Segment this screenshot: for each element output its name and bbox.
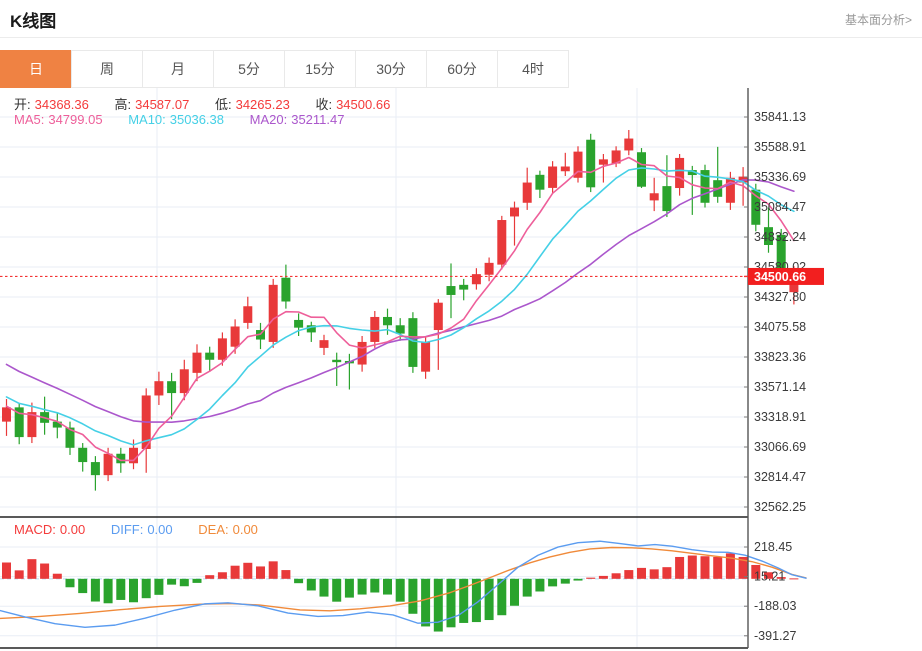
macd-value: 0.00 xyxy=(59,522,86,537)
tab-interval-1[interactable]: 周 xyxy=(71,50,143,88)
tab-interval-5[interactable]: 30分 xyxy=(355,50,427,88)
tab-interval-6[interactable]: 60分 xyxy=(426,50,498,88)
svg-text:32562.25: 32562.25 xyxy=(754,500,806,514)
ma10-value: 35036.38 xyxy=(169,112,225,127)
interval-tab-bar: 日周月 5分 15分 30分 60分 4时 xyxy=(0,50,569,88)
svg-text:218.45: 218.45 xyxy=(754,540,792,554)
ohlc-readout: 开: 34368.36 高: 34587.07 低: 34265.23 收: 34500… xyxy=(14,94,394,113)
svg-text:35084.47: 35084.47 xyxy=(754,200,806,214)
dea-label: DEA: xyxy=(198,522,229,537)
svg-text:35336.69: 35336.69 xyxy=(754,170,806,184)
kline-chart-area[interactable]: 35841.13 35588.91 35336.69 35084.47 34832.24… xyxy=(0,88,922,649)
diff-value: 0.00 xyxy=(147,522,173,537)
macd-readout: MACD: 0.00 DIFF: 0.00 DEA: 0.00 xyxy=(14,522,262,537)
svg-text:34075.58: 34075.58 xyxy=(754,320,806,334)
svg-text:15.21: 15.21 xyxy=(754,570,785,584)
candlestick-macd-chart[interactable]: 35841.13 35588.91 35336.69 35084.47 34832.24… xyxy=(0,88,922,649)
ma-readout: MA5: 34799.05 MA10: 35036.38 MA20: 35211.47 xyxy=(14,112,348,127)
current-price-tag: 34500.66 xyxy=(754,270,806,284)
svg-text:-188.03: -188.03 xyxy=(754,599,796,613)
svg-text:35588.91: 35588.91 xyxy=(754,140,806,154)
tab-interval-0[interactable]: 日 xyxy=(0,50,72,88)
tab-interval-3[interactable]: 5分 xyxy=(213,50,285,88)
svg-text:33571.14: 33571.14 xyxy=(754,380,806,394)
dea-value: 0.00 xyxy=(232,522,258,537)
ma20-label: MA20: xyxy=(249,112,288,127)
diff-label: DIFF: xyxy=(110,522,144,537)
svg-text:35841.13: 35841.13 xyxy=(754,110,806,124)
fundamental-analysis-link[interactable]: 基本面分析> xyxy=(844,13,912,27)
low-value: 34265.23 xyxy=(235,97,290,112)
close-value: 34500.66 xyxy=(336,97,391,112)
macd-label: MACD: xyxy=(14,522,56,537)
open-label: 开: xyxy=(14,97,31,112)
low-label: 低: xyxy=(214,97,232,112)
ma10-label: MA10: xyxy=(128,112,166,127)
header-divider xyxy=(0,37,922,38)
svg-text:33318.91: 33318.91 xyxy=(754,410,806,424)
ma20-value: 35211.47 xyxy=(291,112,345,127)
svg-text:33066.69: 33066.69 xyxy=(754,440,806,454)
svg-text:34327.80: 34327.80 xyxy=(754,290,806,304)
page-title: K线图 xyxy=(10,12,57,31)
tab-interval-7[interactable]: 4时 xyxy=(497,50,569,88)
svg-text:32814.47: 32814.47 xyxy=(754,470,806,484)
page-header: K线图 基本面分析> xyxy=(0,0,922,36)
ma5-value: 34799.05 xyxy=(48,112,103,127)
high-label: 高: xyxy=(114,97,132,112)
ma5-label: MA5: xyxy=(14,112,45,127)
svg-text:33823.36: 33823.36 xyxy=(754,350,806,364)
high-value: 34587.07 xyxy=(135,97,190,112)
open-value: 34368.36 xyxy=(34,97,89,112)
tab-interval-4[interactable]: 15分 xyxy=(284,50,356,88)
svg-text:-391.27: -391.27 xyxy=(754,629,796,643)
close-label: 收: xyxy=(315,97,333,112)
svg-text:34832.24: 34832.24 xyxy=(754,230,806,244)
tab-interval-2[interactable]: 月 xyxy=(142,50,214,88)
